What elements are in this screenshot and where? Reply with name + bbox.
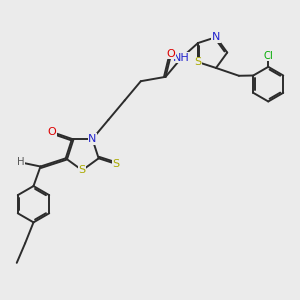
Text: O: O	[167, 49, 176, 59]
Text: S: S	[112, 159, 119, 169]
Text: NH: NH	[173, 52, 190, 63]
Text: H: H	[16, 157, 24, 167]
Text: N: N	[212, 32, 220, 42]
Text: S: S	[79, 165, 86, 175]
Text: S: S	[194, 57, 202, 67]
Text: Cl: Cl	[263, 51, 273, 61]
Text: O: O	[47, 127, 56, 137]
Text: N: N	[88, 134, 97, 144]
